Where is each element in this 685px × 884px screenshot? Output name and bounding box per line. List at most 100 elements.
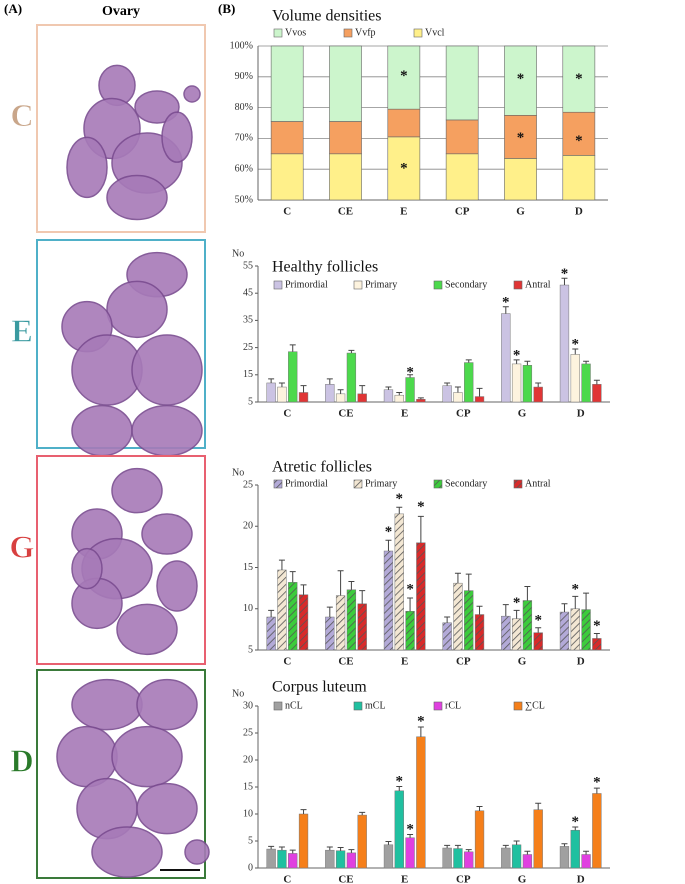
significance-marker: * [417, 499, 425, 515]
x-tick-label: E [401, 408, 408, 420]
bar [405, 610, 415, 651]
error-bar [561, 277, 568, 286]
tissue [136, 782, 198, 835]
error-bar [385, 841, 392, 845]
error-bar [359, 811, 366, 816]
legend-swatch [353, 280, 363, 290]
error-bar [561, 603, 568, 613]
error-bar [465, 359, 472, 363]
x-tick-label: CP [456, 408, 471, 420]
y-tick-label: 15 [243, 369, 253, 380]
error-bar [524, 585, 531, 601]
significance-marker: * [406, 821, 414, 837]
bar [394, 790, 404, 869]
legend-swatch [513, 479, 523, 489]
bar [325, 384, 335, 403]
bar-segment [329, 121, 362, 155]
error-bar [300, 584, 307, 595]
bar [453, 848, 463, 869]
tissue [184, 839, 210, 865]
error-bar [348, 349, 355, 354]
bar [570, 608, 580, 651]
x-tick-label: C [283, 656, 291, 668]
legend-label: Secondary [445, 279, 487, 290]
error-bar [268, 609, 275, 617]
bar [442, 622, 452, 651]
x-tick-label: G [518, 874, 527, 884]
y-tick-label: 5 [248, 396, 253, 407]
row-label: D [10, 742, 33, 778]
significance-marker: * [396, 491, 404, 507]
error-bar [326, 378, 333, 385]
bar [474, 396, 485, 403]
y-tick-label: 70% [235, 133, 253, 144]
y-tick-label: 5 [248, 644, 253, 655]
error-bar [348, 581, 355, 590]
error-bar [407, 834, 414, 838]
significance-marker: * [593, 618, 601, 634]
tissue [116, 603, 178, 656]
bar [288, 853, 298, 869]
error-bar [337, 570, 344, 596]
error-bar [417, 726, 424, 737]
error-bar [337, 389, 344, 394]
chart-title: Healthy follicles [272, 259, 378, 276]
bar [522, 600, 533, 651]
bar [335, 850, 346, 869]
y-tick-label: 5 [248, 835, 253, 846]
legend-label: mCL [365, 700, 386, 711]
bar-segment [445, 119, 479, 155]
bar [405, 837, 415, 869]
bar [533, 632, 543, 651]
bar [383, 550, 394, 651]
error-bar [444, 844, 451, 849]
error-bar [572, 826, 579, 831]
legend-label: ∑CL [525, 700, 545, 711]
bar [357, 603, 367, 651]
error-bar [535, 802, 542, 810]
bar [416, 542, 426, 651]
significance-marker: * [417, 713, 425, 729]
bar [266, 616, 276, 651]
significance-marker: * [385, 524, 393, 540]
error-bar [359, 385, 366, 394]
bar [288, 351, 298, 403]
tissue [161, 111, 193, 163]
bar-segment [562, 111, 596, 156]
legend-label: Antral [525, 279, 551, 290]
bar [570, 354, 580, 403]
legend-label: rCL [445, 700, 461, 711]
y-tick-label: 20 [243, 754, 253, 765]
bar [394, 513, 404, 651]
y-tick-label: 25 [243, 342, 253, 353]
error-bar [465, 573, 472, 591]
significance-marker: * [561, 266, 569, 282]
x-tick-label: CP [456, 874, 471, 884]
error-bar [593, 379, 600, 385]
error-bar [326, 846, 333, 851]
error-bar [407, 597, 414, 612]
tissue [156, 560, 198, 612]
chart-title: Atretic follicles [272, 459, 372, 476]
error-bar [278, 559, 285, 570]
tissue [183, 85, 201, 103]
error-bar [454, 572, 461, 584]
bar-segment [504, 115, 537, 159]
legend-label: nCL [285, 700, 303, 711]
error-bar [513, 359, 520, 364]
tissue [136, 678, 198, 731]
bar [346, 589, 357, 651]
y-tick-label: 15 [243, 562, 253, 573]
bar-segment [445, 45, 479, 121]
bar-segment [270, 121, 304, 155]
significance-marker: * [406, 364, 414, 380]
error-bar [359, 590, 366, 604]
bar-segment [329, 153, 362, 201]
y-tick-label: 55 [243, 260, 253, 271]
error-bar [444, 616, 451, 623]
bar [533, 809, 543, 869]
x-tick-label: CE [338, 408, 353, 420]
error-bar [289, 571, 296, 583]
bar [416, 736, 426, 869]
legend-swatch [353, 701, 363, 711]
